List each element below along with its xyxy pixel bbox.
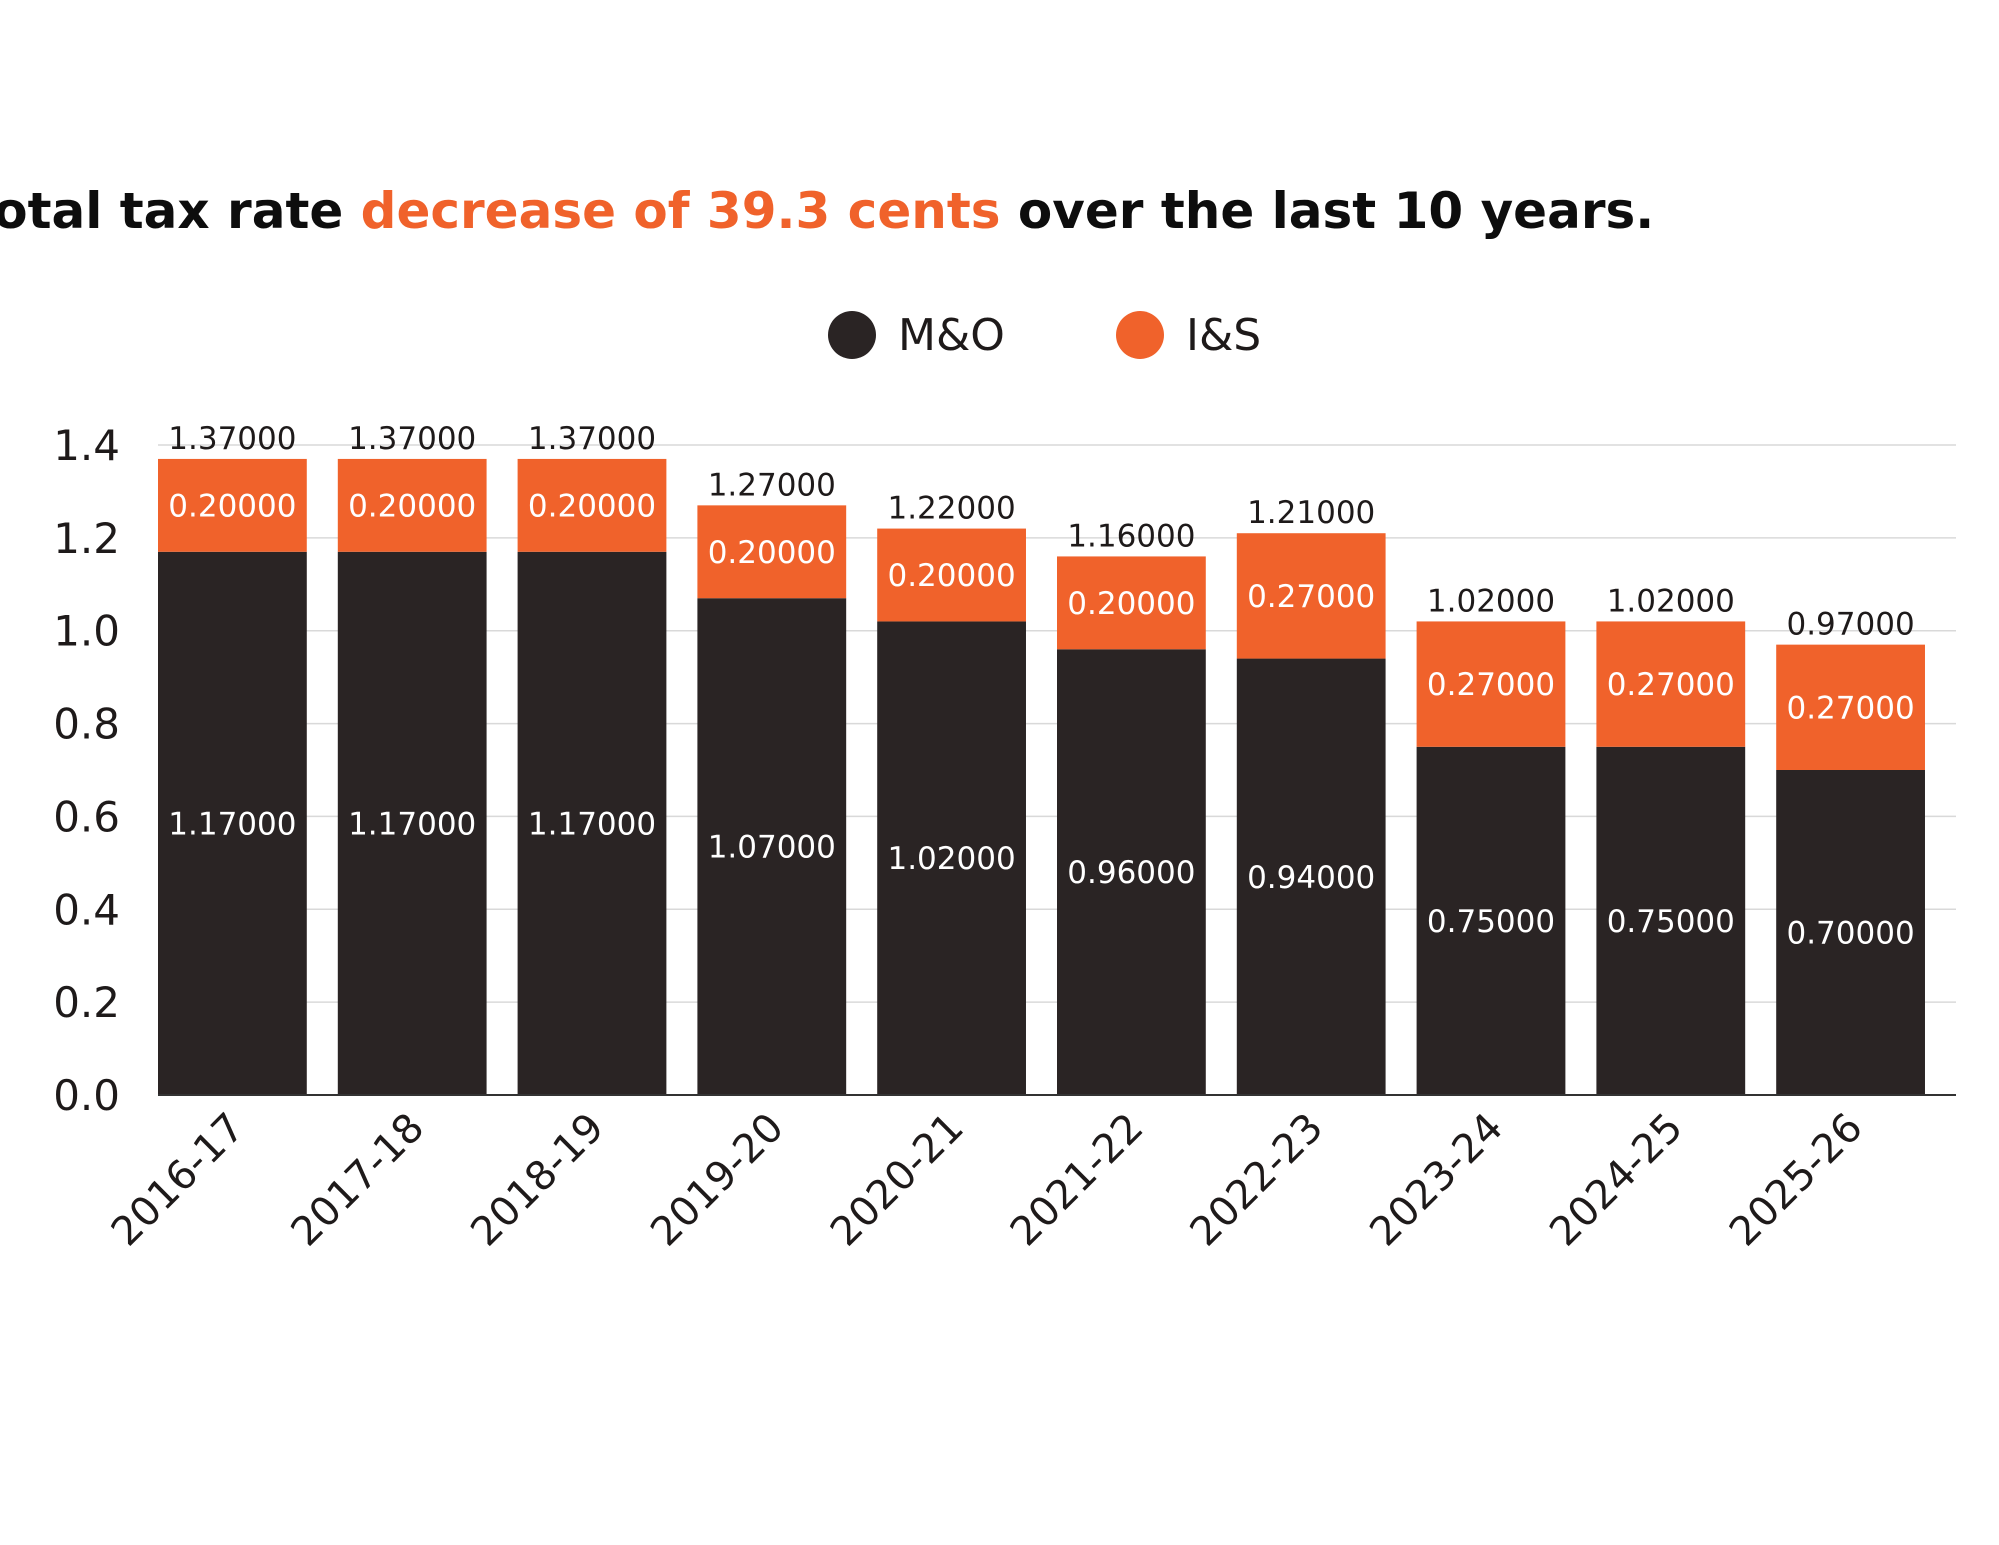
bar-segment-is	[1416, 621, 1566, 747]
title-part-1: Total tax rate	[0, 182, 361, 240]
data-label-is: 0.20000	[168, 488, 296, 524]
x-tick-label: 2019-20	[642, 1105, 793, 1256]
y-tick-label: 1.2	[53, 514, 120, 563]
y-tick-label: 0.6	[53, 792, 120, 841]
bar-segment-mo	[337, 551, 487, 1095]
legend: M&O I&S	[828, 310, 1261, 361]
data-label-mo: 1.02000	[887, 841, 1015, 877]
data-label-mo: 0.70000	[1786, 916, 1914, 952]
data-label-is: 0.20000	[528, 488, 656, 524]
bar-segment-mo	[1057, 649, 1206, 1095]
data-label-is: 0.27000	[1607, 667, 1735, 703]
y-tick-label: 1.4	[53, 421, 120, 470]
bar-segment-is	[877, 528, 1026, 622]
bar-segment-is	[517, 458, 667, 552]
data-label-mo: 0.75000	[1607, 904, 1735, 940]
data-label-is: 0.27000	[1247, 579, 1375, 615]
data-label-mo: 0.96000	[1067, 855, 1195, 891]
y-tick-label: 1.0	[53, 607, 120, 656]
y-axis: 0.0 0.2 0.4 0.6 0.8 1.0 1.2 1.4	[53, 421, 120, 1120]
bars	[158, 458, 1925, 1095]
x-tick-label: 2018-19	[462, 1105, 613, 1256]
data-label-mo: 1.07000	[708, 830, 836, 866]
bar-segment-mo	[517, 551, 667, 1095]
x-tick-label: 2021-22	[1002, 1105, 1153, 1256]
data-label-mo: 1.17000	[348, 806, 476, 842]
bar-segment-mo	[1596, 746, 1746, 1095]
bar-segment-mo	[1776, 770, 1925, 1095]
x-axis: 2016-17 2017-18 2018-19 2019-20 2020-21 2021-…	[103, 1105, 1872, 1256]
legend-is-label: I&S	[1186, 310, 1261, 361]
bar-segment-mo	[158, 551, 307, 1095]
data-label-is: 0.20000	[1067, 586, 1195, 622]
chart-title: Total tax rate decrease of 39.3 cents ov…	[0, 182, 1654, 240]
bar-segment-mo	[877, 621, 1026, 1095]
data-label-total: 1.37000	[528, 421, 656, 457]
bar-segment-is	[337, 458, 487, 552]
bar-segment-mo	[697, 598, 847, 1095]
data-label-total: 1.02000	[1607, 583, 1735, 619]
data-label-total: 1.27000	[708, 467, 836, 503]
x-tick-label: 2022-23	[1182, 1105, 1333, 1256]
title-part-2: over the last 10 years.	[1001, 182, 1655, 240]
title-accent: decrease of 39.3 cents	[361, 182, 1001, 240]
legend-mo-marker	[828, 311, 876, 359]
data-label-is: 0.20000	[708, 535, 836, 571]
data-label-is: 0.27000	[1427, 667, 1555, 703]
legend-is-marker	[1116, 311, 1164, 359]
x-tick-label: 2016-17	[103, 1105, 254, 1256]
data-label-total: 1.02000	[1427, 583, 1555, 619]
bar-segment-is	[158, 458, 307, 552]
y-tick-label: 0.8	[53, 700, 120, 749]
bar-segment-is	[1596, 621, 1746, 747]
data-label-is: 0.20000	[348, 488, 476, 524]
data-label-total: 1.37000	[348, 421, 476, 457]
y-tick-label: 0.2	[53, 978, 120, 1027]
bar-segment-mo	[1416, 746, 1566, 1095]
data-label-is: 0.20000	[887, 558, 1015, 594]
data-label-total: 1.21000	[1247, 495, 1375, 531]
data-label-total: 1.37000	[168, 421, 296, 457]
x-tick-label: 2024-25	[1541, 1105, 1692, 1256]
data-label-total: 1.22000	[887, 491, 1015, 527]
x-tick-label: 2023-24	[1361, 1105, 1512, 1256]
bar-segment-is	[697, 505, 847, 599]
x-tick-label: 2017-18	[283, 1105, 434, 1256]
data-label-is: 0.27000	[1786, 690, 1914, 726]
bar-segment-is	[1776, 644, 1925, 770]
y-tick-label: 0.4	[53, 885, 120, 934]
bar-segment-is	[1057, 556, 1206, 650]
x-tick-label: 2020-21	[822, 1105, 973, 1256]
data-label-mo: 0.75000	[1427, 904, 1555, 940]
bar-segment-is	[1236, 533, 1386, 659]
data-label-mo: 0.94000	[1247, 860, 1375, 896]
x-tick-label: 2025-26	[1721, 1105, 1872, 1256]
data-label-mo: 1.17000	[528, 806, 656, 842]
data-label-total: 0.97000	[1786, 607, 1914, 643]
bar-segment-mo	[1236, 658, 1386, 1095]
data-label-total: 1.16000	[1067, 518, 1195, 554]
data-labels: 1.17000 0.20000 1.37000 1.17000 0.20000 1.370…	[168, 421, 1914, 952]
legend-mo-label: M&O	[898, 310, 1005, 361]
data-label-mo: 1.17000	[168, 806, 296, 842]
y-tick-label: 0.0	[53, 1071, 120, 1120]
